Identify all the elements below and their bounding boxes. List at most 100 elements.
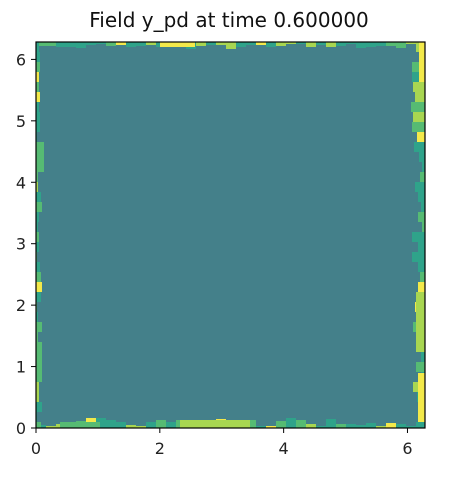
x-tick-label: 6 xyxy=(402,439,412,458)
field-edge-top xyxy=(106,42,116,46)
field-edge-left xyxy=(36,172,38,182)
field-edge-bottom xyxy=(296,420,306,428)
field-edge-right xyxy=(419,152,425,162)
field-edge-bottom xyxy=(246,420,256,428)
field-edge-bottom xyxy=(306,424,316,428)
plot-area xyxy=(35,41,426,429)
field-edge-bottom xyxy=(116,422,126,428)
field-edge-left xyxy=(36,332,38,342)
field-edge-hotspot xyxy=(418,373,425,413)
y-tick-label: 0 xyxy=(16,419,26,438)
field-edge-top xyxy=(306,42,316,47)
field-edge-top xyxy=(56,42,66,47)
field-edge-bottom xyxy=(166,422,176,428)
field-edge-bottom xyxy=(136,426,146,428)
field-edge-top xyxy=(146,42,156,45)
y-tick-label: 5 xyxy=(16,112,26,131)
field-edge-left xyxy=(36,212,39,222)
field-edge-right xyxy=(414,142,425,152)
field-edge-top xyxy=(136,42,146,46)
field-edge-left xyxy=(36,262,40,272)
y-axis: 0 1 2 3 4 5 6 xyxy=(16,50,36,438)
field-edge-top xyxy=(66,42,76,47)
field-edge-bottom xyxy=(376,426,386,428)
field-edge-hotspot xyxy=(60,422,100,428)
field-edge-right xyxy=(418,262,425,272)
field-background xyxy=(36,42,425,428)
field-edge-right xyxy=(412,252,425,262)
field-edge-bottom xyxy=(146,422,156,428)
field-edge-top xyxy=(206,42,216,45)
field-edge-bottom xyxy=(46,426,56,428)
field-edge-left xyxy=(36,312,38,322)
field-edge-left xyxy=(36,232,39,242)
field-edge-left xyxy=(36,102,39,112)
field-edge-right xyxy=(416,422,425,428)
field-edge-left xyxy=(36,322,42,332)
field-edge-right xyxy=(422,162,425,172)
field-edge-right xyxy=(418,242,425,252)
field-edge-left xyxy=(36,92,40,102)
field-edge-right xyxy=(421,352,425,362)
field-edge-right xyxy=(412,72,425,82)
field-edge-bottom xyxy=(326,419,336,428)
field-edge-top xyxy=(396,42,406,48)
field-edge-left xyxy=(36,182,38,192)
field-edge-left xyxy=(36,62,40,72)
field-edge-left xyxy=(36,122,40,132)
field-edge-bottom xyxy=(126,425,136,428)
y-tick-label: 2 xyxy=(16,296,26,315)
x-tick-label: 4 xyxy=(279,439,289,458)
field-edge-left xyxy=(36,292,41,302)
field-edge-top xyxy=(96,42,106,44)
field-edge-top xyxy=(196,42,206,46)
chart-title: Field y_pd at time 0.600000 xyxy=(89,8,369,32)
field-edge-hotspot xyxy=(419,42,425,82)
field-edge-bottom xyxy=(266,426,276,428)
field-edge-right xyxy=(420,172,425,182)
field-edge-left xyxy=(36,52,40,62)
field-edge-right xyxy=(421,202,425,212)
field-edge-top xyxy=(406,42,416,44)
field-edge-top xyxy=(386,42,396,46)
field-edge-top xyxy=(226,42,236,49)
field-edge-right xyxy=(412,62,425,72)
field-edge-hotspot xyxy=(416,292,425,352)
field-edge-hotspot xyxy=(180,420,250,428)
field-edge-top xyxy=(76,42,86,48)
field-edge-left xyxy=(36,72,39,82)
field-edge-top xyxy=(326,42,336,47)
field-edge-top xyxy=(296,42,306,44)
field-edge-bottom xyxy=(366,423,376,428)
field-edge-top xyxy=(116,42,126,45)
field-edge-left xyxy=(36,82,39,92)
field-edge-bottom xyxy=(156,420,166,428)
x-axis: 0 2 4 6 xyxy=(31,428,413,458)
field-edge-left xyxy=(36,242,39,252)
field-edge-top xyxy=(266,42,276,47)
field-edge-bottom xyxy=(316,426,326,428)
field-edge-left xyxy=(36,402,42,412)
field-edge-bottom xyxy=(336,424,346,428)
field-edge-top xyxy=(36,42,46,46)
field-edge-right xyxy=(413,112,425,122)
field-edge-right xyxy=(417,132,425,142)
x-tick-label: 2 xyxy=(155,439,165,458)
field-edge-right xyxy=(422,222,425,232)
field-edge-right xyxy=(413,82,425,92)
field-edge-contours xyxy=(36,42,425,428)
field-edge-right xyxy=(415,92,425,102)
field-edge-top xyxy=(276,42,286,46)
field-edge-left xyxy=(36,222,38,232)
field-edge-top xyxy=(256,42,266,45)
field-edge-bottom xyxy=(256,426,266,428)
field-edge-right xyxy=(418,212,425,222)
field-edge-top xyxy=(356,42,366,48)
field-edge-top xyxy=(316,42,326,45)
field-edge-top xyxy=(46,42,56,46)
field-edge-bottom xyxy=(396,424,406,428)
field-edge-top xyxy=(286,42,296,44)
field-edge-top xyxy=(216,42,226,45)
field-edge-top xyxy=(86,42,96,45)
field-edge-top xyxy=(366,42,376,47)
